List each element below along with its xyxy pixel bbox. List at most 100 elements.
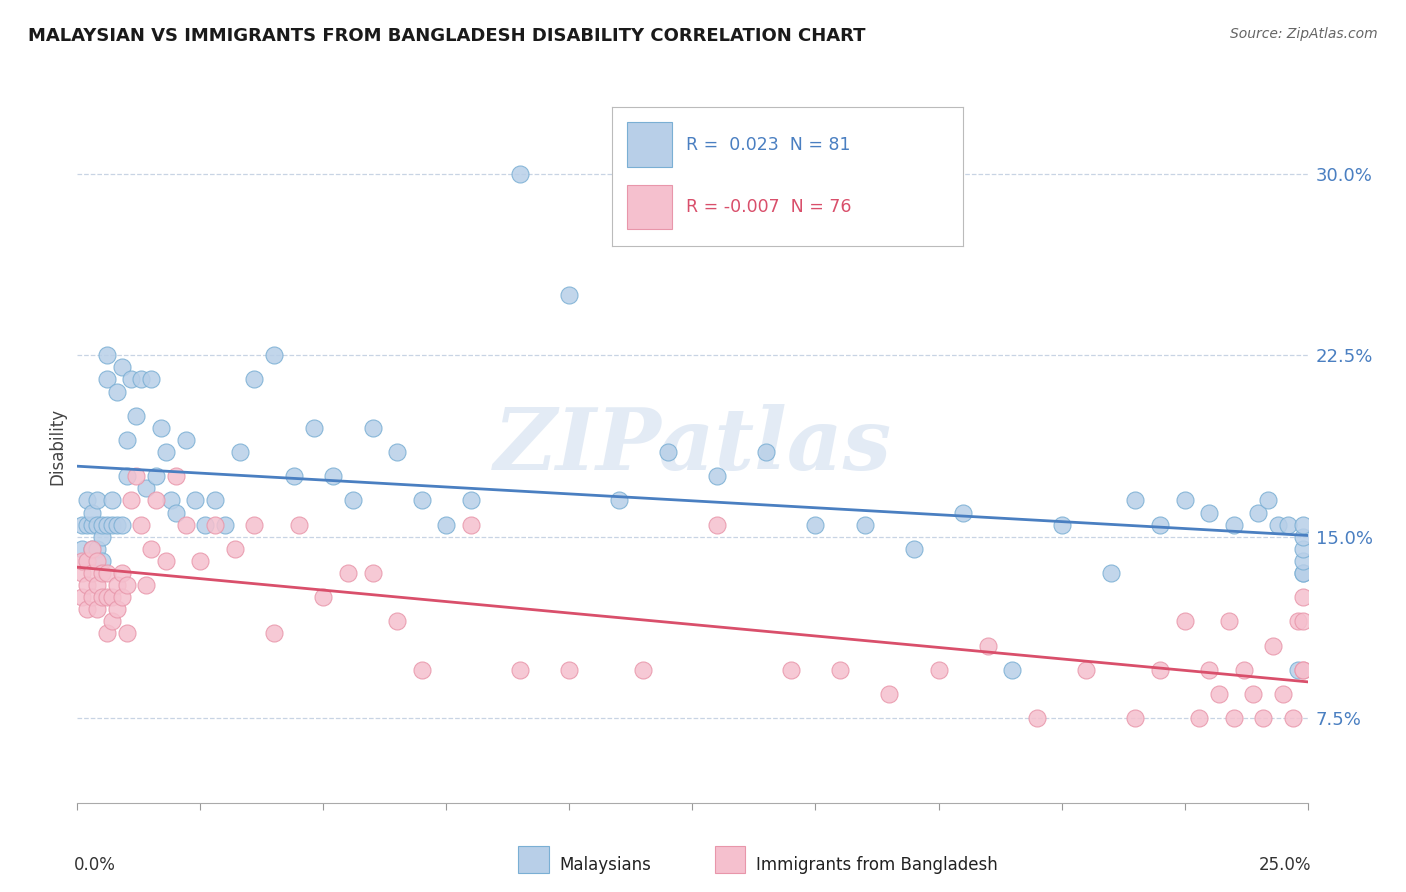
- Point: [115, 433, 138, 447]
- Point: [1149, 517, 1171, 532]
- Point: [288, 517, 311, 532]
- Text: Source: ZipAtlas.com: Source: ZipAtlas.com: [1230, 27, 1378, 41]
- Point: [558, 663, 581, 677]
- Point: [125, 409, 148, 423]
- Point: [1257, 493, 1279, 508]
- Point: [70, 517, 93, 532]
- Point: [1099, 566, 1122, 580]
- Point: [90, 566, 114, 580]
- Point: [1001, 663, 1024, 677]
- Point: [342, 493, 364, 508]
- Point: [194, 517, 217, 532]
- Point: [165, 506, 187, 520]
- Point: [90, 590, 114, 604]
- Point: [174, 517, 197, 532]
- Bar: [714, 846, 745, 872]
- Point: [1223, 517, 1246, 532]
- Point: [155, 554, 177, 568]
- Point: [105, 517, 128, 532]
- Point: [76, 602, 98, 616]
- Point: [188, 554, 212, 568]
- Point: [1198, 663, 1220, 677]
- Point: [82, 541, 104, 556]
- Point: [1050, 517, 1073, 532]
- Point: [115, 578, 138, 592]
- Point: [1292, 663, 1315, 677]
- Point: [86, 578, 108, 592]
- Point: [1149, 663, 1171, 677]
- Point: [105, 602, 128, 616]
- Point: [121, 372, 143, 386]
- Text: 0.0%: 0.0%: [73, 856, 115, 874]
- Point: [1233, 663, 1256, 677]
- Point: [96, 372, 118, 386]
- Point: [337, 566, 360, 580]
- Y-axis label: Disability: Disability: [48, 408, 66, 484]
- Point: [780, 663, 803, 677]
- Point: [411, 663, 433, 677]
- Point: [1208, 687, 1230, 701]
- Point: [1253, 711, 1275, 725]
- Point: [1247, 506, 1270, 520]
- Point: [509, 663, 531, 677]
- Point: [82, 566, 104, 580]
- Point: [1292, 590, 1315, 604]
- Point: [903, 541, 925, 556]
- Point: [1223, 711, 1246, 725]
- Point: [460, 493, 482, 508]
- Point: [1263, 639, 1285, 653]
- Point: [86, 541, 108, 556]
- Point: [633, 663, 655, 677]
- Point: [952, 506, 974, 520]
- Point: [96, 517, 118, 532]
- Point: [101, 493, 124, 508]
- Point: [160, 493, 183, 508]
- Point: [1292, 663, 1315, 677]
- Point: [96, 626, 118, 640]
- Point: [90, 530, 114, 544]
- Point: [129, 372, 153, 386]
- Bar: [517, 846, 548, 872]
- Point: [115, 626, 138, 640]
- Point: [657, 445, 679, 459]
- Point: [830, 663, 852, 677]
- Point: [1282, 711, 1305, 725]
- Point: [115, 469, 138, 483]
- Point: [76, 493, 98, 508]
- Point: [1218, 615, 1240, 629]
- Point: [141, 372, 163, 386]
- Point: [1292, 566, 1315, 580]
- Point: [509, 167, 531, 181]
- Point: [755, 445, 778, 459]
- Point: [1174, 615, 1197, 629]
- Point: [263, 626, 285, 640]
- Point: [411, 493, 433, 508]
- Point: [1076, 663, 1098, 677]
- Point: [1286, 615, 1309, 629]
- Point: [101, 615, 124, 629]
- Point: [322, 469, 344, 483]
- Point: [204, 493, 226, 508]
- Point: [90, 554, 114, 568]
- Point: [105, 384, 128, 399]
- Point: [1292, 615, 1315, 629]
- Point: [1125, 493, 1147, 508]
- Point: [312, 590, 335, 604]
- Point: [1125, 711, 1147, 725]
- Point: [135, 578, 157, 592]
- Point: [141, 541, 163, 556]
- Point: [82, 517, 104, 532]
- Point: [977, 639, 1000, 653]
- Point: [1292, 530, 1315, 544]
- Point: [105, 578, 128, 592]
- Point: [1188, 711, 1211, 725]
- Point: [165, 469, 187, 483]
- Point: [111, 517, 132, 532]
- Point: [125, 469, 148, 483]
- Point: [1267, 517, 1289, 532]
- Point: [76, 517, 98, 532]
- Point: [558, 288, 581, 302]
- Point: [70, 554, 93, 568]
- Point: [86, 517, 108, 532]
- Point: [607, 493, 630, 508]
